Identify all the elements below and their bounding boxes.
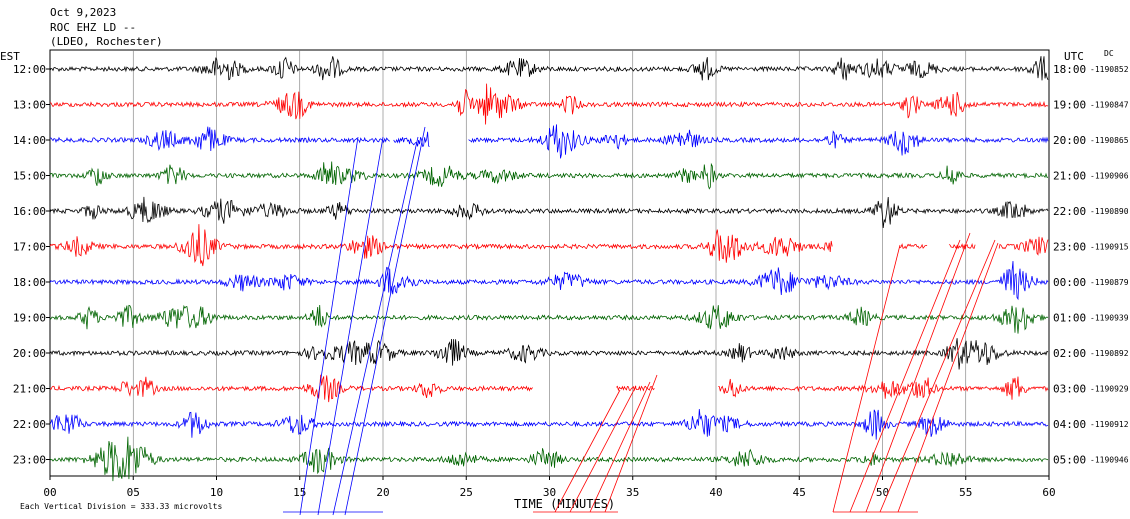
utc-hour-label: 22:00	[1053, 205, 1086, 218]
seismic-trace	[49, 374, 1049, 403]
utc-hour-label: 23:00	[1053, 241, 1086, 254]
seismic-trace	[49, 338, 1049, 370]
est-hour-label: 18:00	[13, 276, 46, 289]
blue-mark-line	[299, 136, 359, 516]
est-time-labels: 12:00 13:00 14:00 15:00 16:00 17:00 18:00 19:00…	[13, 63, 50, 467]
x-tick-label: 05	[127, 486, 140, 499]
dc-offset-label: -1190906	[1090, 172, 1129, 181]
seismic-trace	[49, 196, 1049, 229]
x-tick-label: 45	[793, 486, 806, 499]
blue-mark-line	[317, 136, 384, 516]
est-hour-label: 15:00	[13, 170, 46, 183]
seismic-trace	[49, 83, 1049, 125]
x-tick-label: 60	[1042, 486, 1055, 499]
red-mark-line	[554, 389, 621, 513]
x-tick-label: 55	[959, 486, 972, 499]
est-hour-label: 14:00	[13, 134, 46, 147]
utc-hour-label: 21:00	[1053, 170, 1086, 183]
red-mark-line	[879, 239, 996, 513]
dc-offset-label: -1190946	[1090, 456, 1129, 465]
est-hour-label: 23:00	[13, 454, 46, 467]
seismic-trace	[49, 161, 1048, 190]
utc-hour-label: 03:00	[1053, 383, 1086, 396]
dc-offset-label: -1190879	[1090, 278, 1129, 287]
utc-hour-label: 20:00	[1053, 134, 1086, 147]
est-hour-label: 22:00	[13, 418, 46, 431]
x-tick-label: 30	[543, 486, 556, 499]
x-tick-label: 50	[876, 486, 889, 499]
seismic-trace	[49, 224, 1049, 267]
utc-hour-label: 19:00	[1053, 99, 1086, 112]
seismic-trace	[49, 124, 1049, 159]
seismic-trace	[49, 436, 1049, 482]
blue-mark-line	[332, 136, 419, 516]
utc-hour-label: 18:00	[1053, 63, 1086, 76]
red-mark-line	[897, 242, 999, 513]
utc-hour-label: 00:00	[1053, 276, 1086, 289]
x-tick-label: 20	[376, 486, 389, 499]
dc-offset-label: -1190939	[1090, 314, 1129, 323]
x-tick-label: 35	[626, 486, 639, 499]
header-line-station: ROC EHZ LD --	[50, 21, 136, 34]
dc-offset-labels: -1190852 -1190847 -1190865 -1190906 -1190890…	[1090, 65, 1129, 465]
red-mark-line	[604, 374, 658, 513]
seismic-trace	[49, 304, 1049, 334]
left-axis-label: EST	[0, 50, 20, 63]
est-hour-label: 19:00	[13, 312, 46, 325]
utc-time-labels: 18:00 19:00 20:00 21:00 22:00 23:00 00:00 01:00…	[1053, 63, 1086, 467]
x-tick-label: 40	[709, 486, 722, 499]
est-hour-label: 12:00	[13, 63, 46, 76]
red-mark-line	[865, 232, 971, 513]
est-hour-label: 13:00	[13, 99, 46, 112]
seismic-trace	[49, 56, 1049, 81]
x-tick-label: 25	[460, 486, 473, 499]
red-mark-line	[832, 244, 901, 513]
est-hour-label: 16:00	[13, 205, 46, 218]
scale-note: Each Vertical Division = 333.33 microvol…	[20, 502, 222, 511]
utc-hour-label: 04:00	[1053, 418, 1086, 431]
x-axis-label: TIME (MINUTES)	[514, 497, 615, 511]
dc-offset-label: -1190912	[1090, 420, 1129, 429]
right-axis-label: UTC	[1064, 50, 1084, 63]
x-tick-label: 10	[210, 486, 223, 499]
plot-grid	[49, 49, 1050, 477]
x-tick-label: 00	[43, 486, 56, 499]
red-mark-line	[849, 239, 961, 513]
utc-hour-label: 05:00	[1053, 454, 1086, 467]
utc-hour-label: 02:00	[1053, 347, 1086, 360]
x-tick-labels: 00 05 10 15 20 25 30 35 40 45 50 55 60	[43, 476, 1056, 499]
est-hour-label: 21:00	[13, 383, 46, 396]
utc-hour-label: 01:00	[1053, 312, 1086, 325]
dc-offset-label: -1190865	[1090, 136, 1129, 145]
dc-label: DC	[1104, 49, 1114, 58]
dc-offset-label: -1190890	[1090, 207, 1129, 216]
est-hour-label: 20:00	[13, 347, 46, 360]
header-line-date: Oct 9,2023	[50, 6, 116, 19]
header-line-network: (LDEO, Rochester)	[50, 35, 163, 48]
dc-offset-label: -1190852	[1090, 65, 1129, 74]
trace-group	[49, 56, 1049, 482]
time-mark-lines	[283, 126, 999, 516]
dc-offset-label: -1190892	[1090, 349, 1129, 358]
red-mark-line	[569, 385, 637, 513]
dc-offset-label: -1190929	[1090, 385, 1129, 394]
est-hour-label: 17:00	[13, 241, 46, 254]
dc-offset-label: -1190847	[1090, 101, 1129, 110]
seismic-trace	[49, 261, 1049, 301]
seismic-trace	[49, 409, 1049, 440]
blue-mark-line	[344, 126, 426, 516]
red-mark-line	[589, 381, 651, 513]
dc-offset-label: -1190915	[1090, 243, 1129, 252]
